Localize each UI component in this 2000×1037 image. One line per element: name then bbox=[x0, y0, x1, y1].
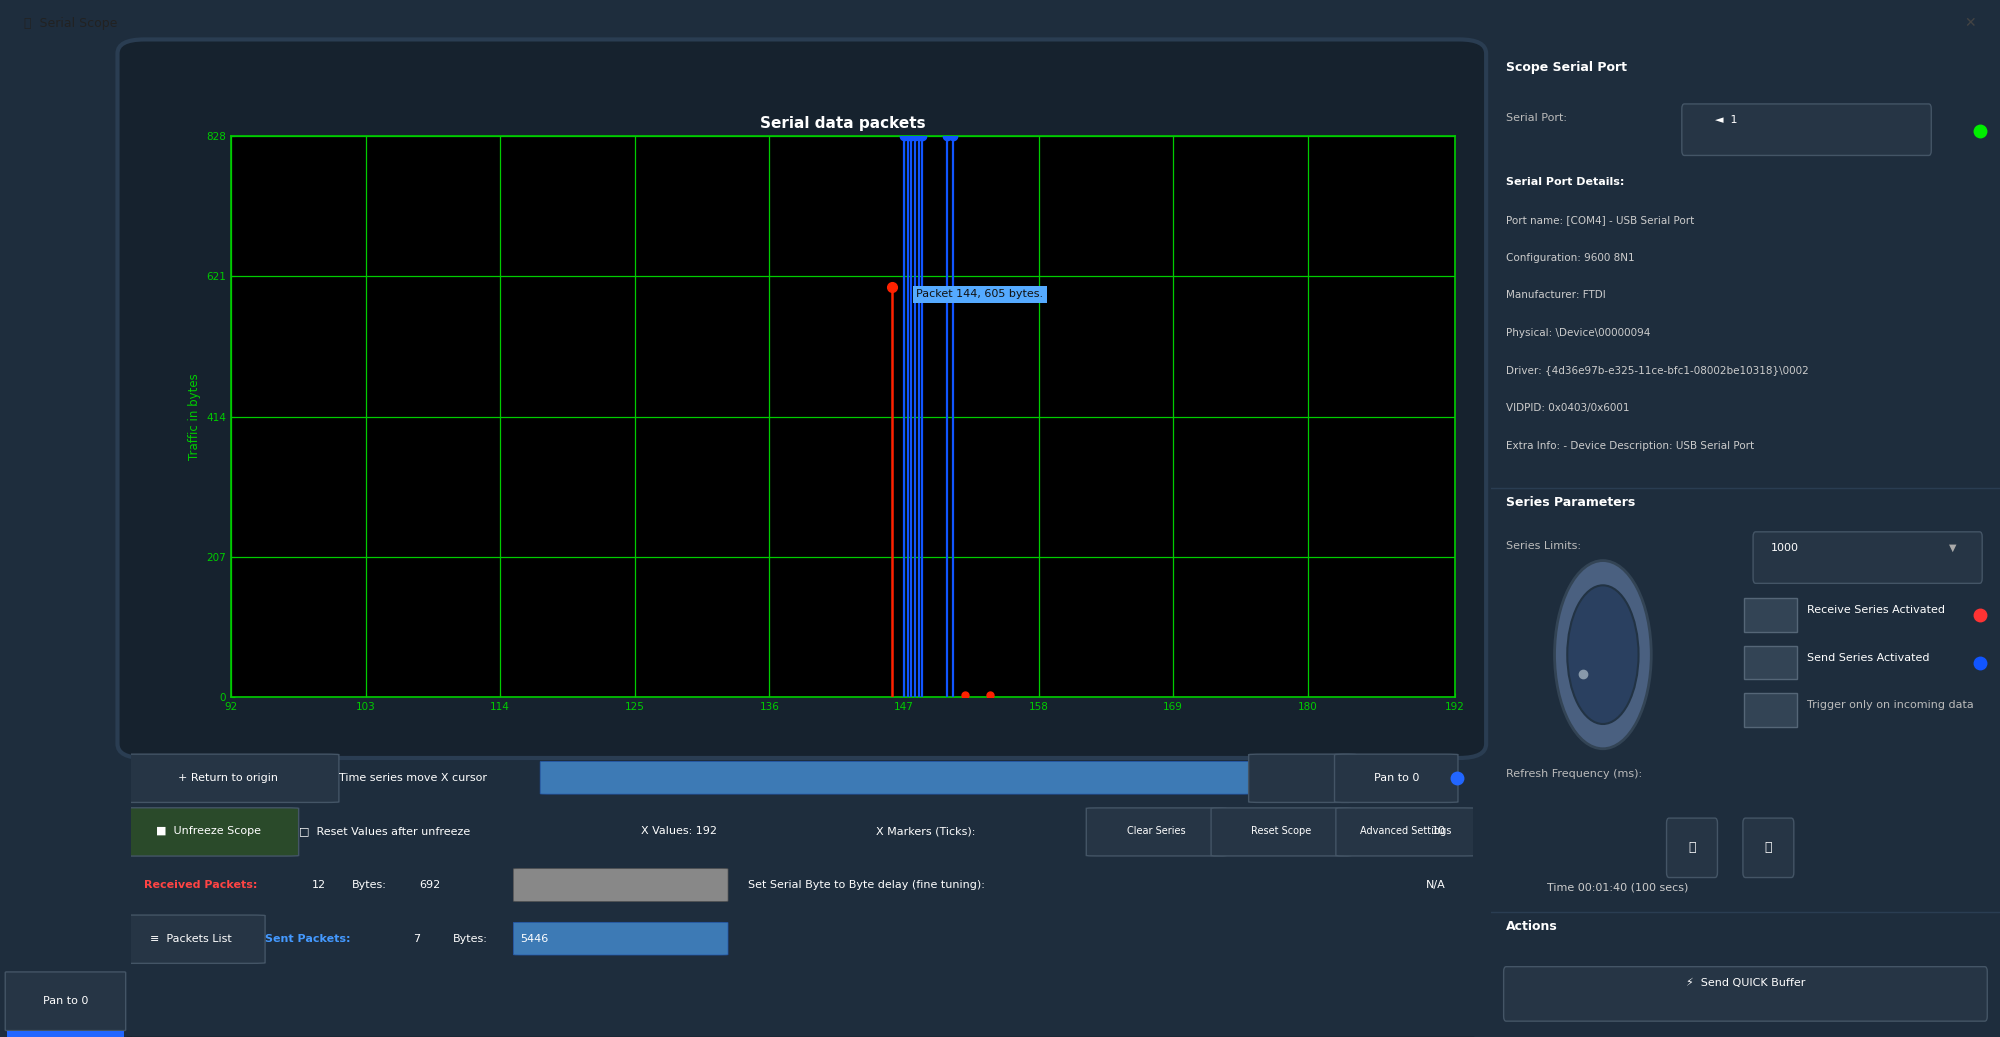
Text: Packet 144, 605 bytes.: Packet 144, 605 bytes. bbox=[916, 289, 1044, 300]
Text: Scope Serial Port: Scope Serial Port bbox=[1506, 61, 1628, 75]
Text: Series Limits:: Series Limits: bbox=[1506, 540, 1582, 551]
Bar bbox=[6, 1031, 124, 1037]
Text: X Values: 192: X Values: 192 bbox=[640, 826, 716, 837]
FancyBboxPatch shape bbox=[118, 754, 338, 803]
Text: Receive Series Activated: Receive Series Activated bbox=[1806, 606, 1944, 615]
Text: Send Series Activated: Send Series Activated bbox=[1806, 652, 1930, 663]
FancyBboxPatch shape bbox=[1744, 598, 1798, 632]
Text: 1000: 1000 bbox=[1770, 542, 1798, 553]
FancyBboxPatch shape bbox=[118, 39, 1486, 758]
FancyBboxPatch shape bbox=[6, 972, 126, 1031]
Text: Set Serial Byte to Byte delay (fine tuning):: Set Serial Byte to Byte delay (fine tuni… bbox=[748, 880, 986, 890]
Text: Series Parameters: Series Parameters bbox=[1506, 496, 1636, 509]
Text: X Markers (Ticks):: X Markers (Ticks): bbox=[876, 826, 974, 837]
FancyBboxPatch shape bbox=[118, 915, 266, 963]
Text: Bytes:: Bytes: bbox=[352, 880, 388, 890]
Text: Extra Info: - Device Description: USB Serial Port: Extra Info: - Device Description: USB Se… bbox=[1506, 441, 1754, 451]
Text: Physical: \Device\00000094: Physical: \Device\00000094 bbox=[1506, 328, 1650, 338]
Text: Configuration: 9600 8N1: Configuration: 9600 8N1 bbox=[1506, 253, 1634, 262]
Circle shape bbox=[1554, 561, 1652, 749]
Text: ◄  1: ◄ 1 bbox=[1714, 115, 1738, 124]
Text: Sent Packets:: Sent Packets: bbox=[266, 933, 350, 944]
Text: Serial Port Details:: Serial Port Details: bbox=[1506, 177, 1624, 188]
FancyBboxPatch shape bbox=[1504, 966, 1988, 1021]
Text: Clear Series: Clear Series bbox=[1126, 826, 1186, 837]
FancyBboxPatch shape bbox=[1742, 818, 1794, 877]
Text: ✕: ✕ bbox=[1964, 17, 1976, 30]
Text: ⏸: ⏸ bbox=[1764, 841, 1772, 854]
FancyBboxPatch shape bbox=[514, 869, 728, 901]
FancyBboxPatch shape bbox=[1334, 754, 1458, 803]
Text: Time 00:01:40 (100 secs): Time 00:01:40 (100 secs) bbox=[1548, 882, 1688, 893]
Text: Driver: {4d36e97b-e325-11ce-bfc1-08002be10318}\0002: Driver: {4d36e97b-e325-11ce-bfc1-08002be… bbox=[1506, 365, 1808, 375]
FancyBboxPatch shape bbox=[1666, 818, 1718, 877]
Text: Manufacturer: FTDI: Manufacturer: FTDI bbox=[1506, 290, 1606, 300]
Text: ■  Unfreeze Scope: ■ Unfreeze Scope bbox=[156, 826, 262, 837]
Text: Bytes:: Bytes: bbox=[452, 933, 488, 944]
FancyBboxPatch shape bbox=[1744, 646, 1798, 679]
FancyBboxPatch shape bbox=[1212, 808, 1350, 856]
FancyBboxPatch shape bbox=[1682, 104, 1932, 156]
FancyBboxPatch shape bbox=[1086, 808, 1226, 856]
Text: 10: 10 bbox=[1432, 826, 1446, 837]
Text: 5446: 5446 bbox=[520, 933, 548, 944]
Text: 7: 7 bbox=[412, 933, 420, 944]
Text: 🖥  Serial Scope: 🖥 Serial Scope bbox=[24, 17, 118, 30]
Text: Actions: Actions bbox=[1506, 920, 1558, 933]
FancyBboxPatch shape bbox=[540, 761, 1252, 794]
Text: ⏸: ⏸ bbox=[1688, 841, 1696, 854]
Text: VIDPID: 0x0403/0x6001: VIDPID: 0x0403/0x6001 bbox=[1506, 403, 1630, 413]
Text: + Return to origin: + Return to origin bbox=[178, 773, 278, 783]
Text: ⚡  Send QUICK Buffer: ⚡ Send QUICK Buffer bbox=[1686, 978, 1806, 987]
FancyBboxPatch shape bbox=[514, 922, 728, 955]
FancyBboxPatch shape bbox=[118, 808, 298, 857]
Text: Pan to 0: Pan to 0 bbox=[42, 997, 88, 1006]
Text: □  Reset Values after unfreeze: □ Reset Values after unfreeze bbox=[298, 826, 470, 837]
Y-axis label: Traffic in bytes: Traffic in bytes bbox=[188, 373, 200, 460]
FancyBboxPatch shape bbox=[1336, 808, 1476, 856]
FancyBboxPatch shape bbox=[1248, 754, 1356, 803]
Text: Received Packets:: Received Packets: bbox=[144, 880, 258, 890]
Text: Reset Scope: Reset Scope bbox=[1250, 826, 1310, 837]
Circle shape bbox=[1568, 585, 1638, 724]
FancyBboxPatch shape bbox=[1754, 532, 1982, 584]
Text: Port name: [COM4] - USB Serial Port: Port name: [COM4] - USB Serial Port bbox=[1506, 215, 1694, 225]
Text: Refresh Frequency (ms):: Refresh Frequency (ms): bbox=[1506, 768, 1642, 779]
Text: Advanced Settings: Advanced Settings bbox=[1360, 826, 1452, 837]
Text: Pan to 0: Pan to 0 bbox=[1374, 773, 1418, 783]
Text: N/A: N/A bbox=[1426, 880, 1446, 890]
Title: Serial data packets: Serial data packets bbox=[760, 115, 926, 131]
Text: Serial Port:: Serial Port: bbox=[1506, 113, 1568, 122]
Legend: Received, Sent: Received, Sent bbox=[764, 763, 922, 786]
Text: Time series move X cursor: Time series move X cursor bbox=[338, 773, 486, 783]
Text: Trigger only on incoming data: Trigger only on incoming data bbox=[1806, 700, 1974, 710]
Text: ▼: ▼ bbox=[1950, 542, 1956, 553]
Text: 12: 12 bbox=[312, 880, 326, 890]
Text: ≡  Packets List: ≡ Packets List bbox=[150, 933, 232, 944]
FancyBboxPatch shape bbox=[1744, 694, 1798, 727]
Text: 692: 692 bbox=[420, 880, 440, 890]
